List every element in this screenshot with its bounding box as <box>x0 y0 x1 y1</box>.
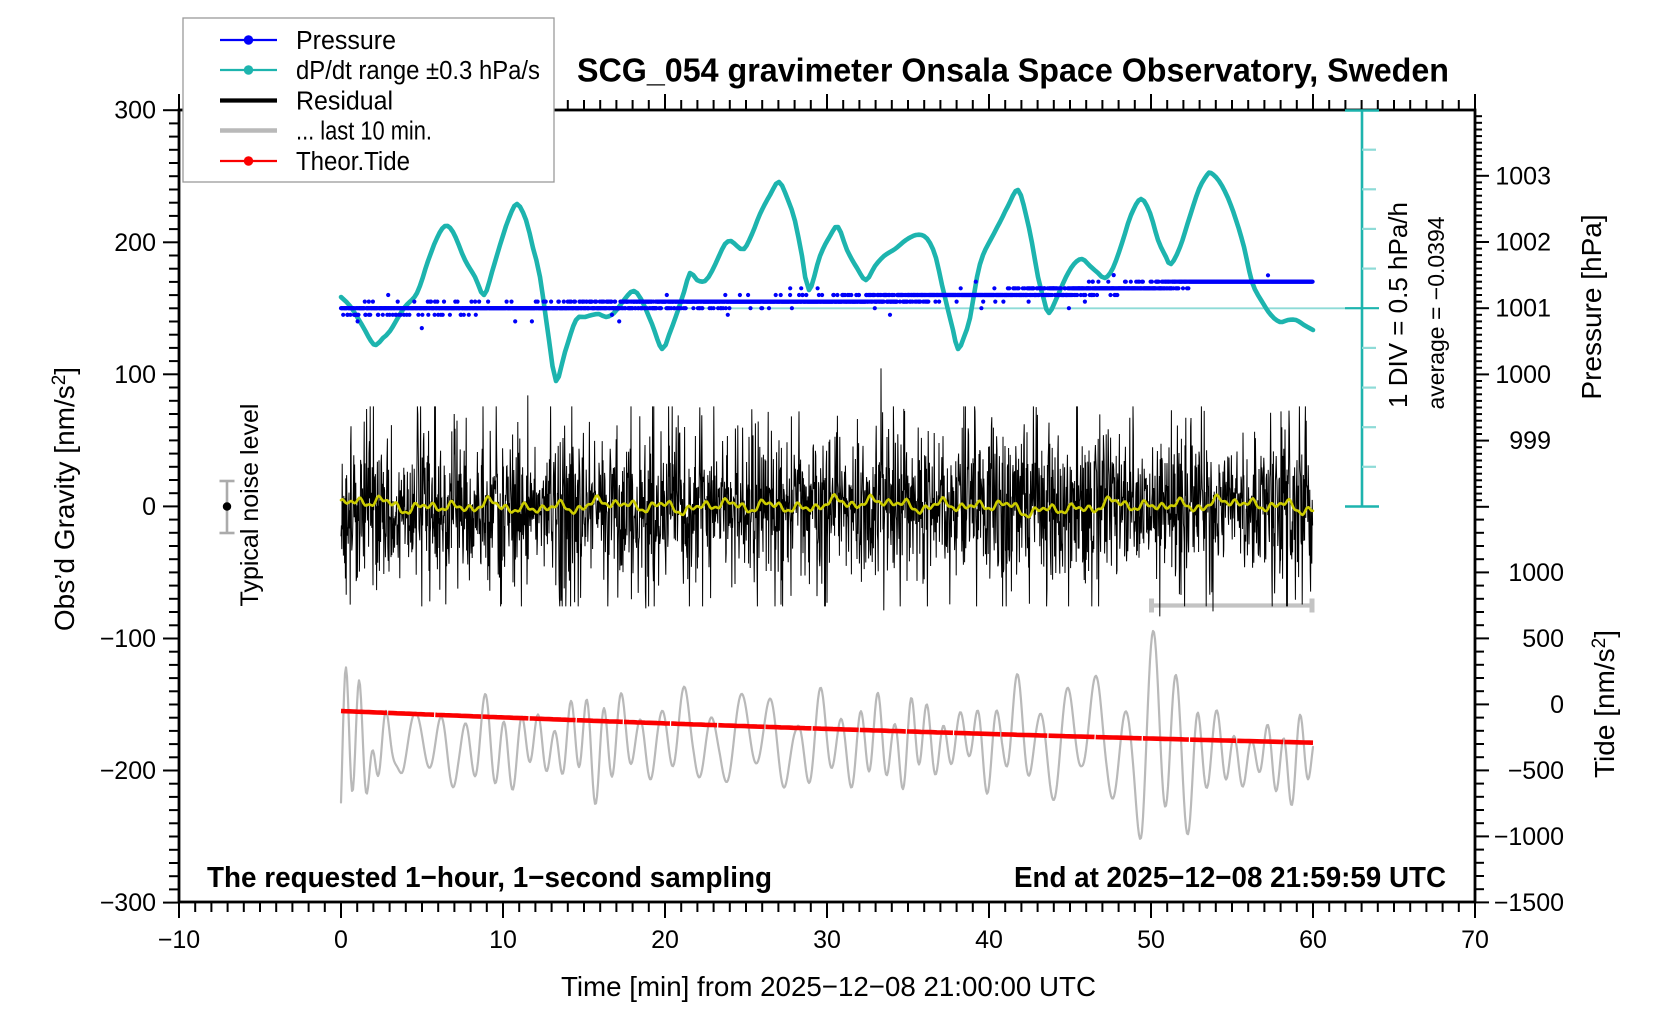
svg-text:End at 2025−12−08 21:59:59 UTC: End at 2025−12−08 21:59:59 UTC <box>1014 862 1446 894</box>
svg-text:−200: −200 <box>100 757 156 785</box>
svg-text:−500: −500 <box>1508 757 1564 785</box>
svg-text:1000: 1000 <box>1508 559 1564 587</box>
svg-text:0: 0 <box>1550 691 1564 719</box>
svg-text:Time [min] from 2025−12−08 21:: Time [min] from 2025−12−08 21:00:00 UTC <box>561 971 1096 1002</box>
svg-text:1000: 1000 <box>1495 361 1551 389</box>
svg-text:SCG_054 gravimeter Onsala Spac: SCG_054 gravimeter Onsala Space Observat… <box>577 52 1449 89</box>
svg-text:30: 30 <box>813 926 841 954</box>
svg-text:Typical noise level: Typical noise level <box>236 404 264 607</box>
svg-text:500: 500 <box>1522 625 1564 653</box>
svg-text:10: 10 <box>489 926 517 954</box>
svg-text:Pressure [hPa]: Pressure [hPa] <box>1576 214 1607 399</box>
svg-text:40: 40 <box>975 926 1003 954</box>
svg-text:−300: −300 <box>100 889 156 917</box>
svg-text:Pressure: Pressure <box>296 27 396 55</box>
svg-text:... last 10 min.: ... last 10 min. <box>296 118 432 146</box>
svg-text:dP/dt range ±0.3 hPa/s: dP/dt range ±0.3 hPa/s <box>296 57 540 85</box>
svg-text:Tide [nm/s2]: Tide [nm/s2] <box>1589 630 1620 778</box>
svg-text:1 DIV = 0.5 hPa/h: 1 DIV = 0.5 hPa/h <box>1383 202 1413 408</box>
svg-text:0: 0 <box>334 926 348 954</box>
svg-text:average = −0.0394: average = −0.0394 <box>1423 216 1449 409</box>
svg-text:Theor.Tide: Theor.Tide <box>296 148 410 176</box>
svg-text:1001: 1001 <box>1495 295 1551 323</box>
svg-text:−1000: −1000 <box>1494 823 1564 851</box>
svg-text:Obs’d Gravity [nm/s2]: Obs’d Gravity [nm/s2] <box>49 367 80 631</box>
svg-text:999: 999 <box>1509 427 1551 455</box>
svg-text:1002: 1002 <box>1495 229 1551 257</box>
svg-text:100: 100 <box>114 361 156 389</box>
svg-text:300: 300 <box>114 97 156 125</box>
svg-text:200: 200 <box>114 229 156 257</box>
svg-text:−10: −10 <box>158 926 200 954</box>
svg-text:−100: −100 <box>100 625 156 653</box>
svg-text:70: 70 <box>1461 926 1489 954</box>
svg-text:60: 60 <box>1299 926 1327 954</box>
svg-text:20: 20 <box>651 926 679 954</box>
svg-text:50: 50 <box>1137 926 1165 954</box>
svg-text:−1500: −1500 <box>1494 889 1564 917</box>
svg-text:1003: 1003 <box>1495 162 1551 190</box>
svg-text:The requested 1−hour, 1−second: The requested 1−hour, 1−second sampling <box>207 862 772 894</box>
svg-text:Residual: Residual <box>296 88 393 116</box>
svg-text:0: 0 <box>142 493 156 521</box>
